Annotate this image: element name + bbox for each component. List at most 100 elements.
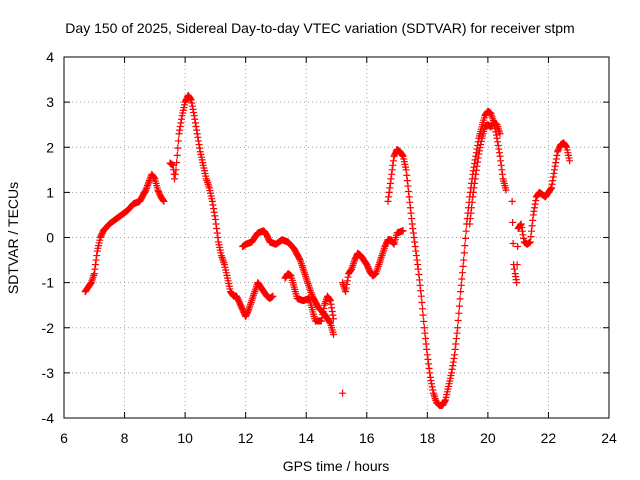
data-point (387, 175, 395, 183)
data-point (144, 181, 152, 189)
data-point (144, 180, 152, 188)
data-point (429, 386, 437, 394)
data-point (529, 211, 537, 219)
data-point (317, 317, 325, 325)
data-point (377, 255, 385, 263)
data-point (318, 314, 326, 322)
data-point (497, 161, 505, 169)
grid (64, 57, 609, 418)
data-point (176, 126, 184, 134)
data-point (91, 265, 99, 273)
data-point (492, 131, 500, 139)
data-point (250, 291, 258, 299)
data-point (456, 295, 464, 303)
data-point (448, 369, 456, 377)
data-point (143, 183, 151, 191)
data-point (474, 154, 482, 162)
data-point (218, 253, 226, 261)
data-point (452, 340, 460, 348)
data-point (403, 177, 411, 185)
x-tick-label: 12 (238, 430, 254, 446)
x-tick-label: 16 (359, 430, 375, 446)
data-point (250, 289, 258, 297)
data-point (220, 259, 228, 267)
data-point (302, 274, 310, 282)
x-tick-labels: 6 8 10 12 14 16 18 20 22 24 (60, 430, 617, 446)
data-point (422, 335, 430, 343)
data-point (551, 162, 559, 170)
data-point (408, 215, 416, 223)
data-point (562, 142, 570, 150)
data-point (213, 229, 221, 237)
data-point (190, 112, 198, 120)
data-point (414, 261, 422, 269)
data-point (142, 185, 150, 193)
data-point (326, 296, 334, 304)
data-point (405, 187, 413, 195)
data-point (389, 157, 397, 165)
data-point (406, 204, 414, 212)
data-point (477, 141, 485, 149)
data-point (472, 166, 480, 174)
data-point (339, 279, 347, 287)
data-point (423, 351, 431, 359)
data-point (389, 239, 397, 247)
x-axis-label: GPS time / hours (283, 458, 390, 474)
data-point (412, 247, 420, 255)
data-point (460, 256, 468, 264)
data-point (431, 393, 439, 401)
data-point (527, 227, 535, 235)
data-point (566, 157, 574, 165)
data-point (375, 259, 383, 267)
data-point (426, 369, 434, 377)
data-point (389, 161, 397, 169)
x-tick-label: 18 (420, 430, 436, 446)
data-point (409, 224, 417, 232)
data-point (298, 261, 306, 269)
data-point (427, 377, 435, 385)
data-point (532, 196, 540, 204)
y-tick-label: 3 (46, 94, 54, 110)
data-point (300, 269, 308, 277)
data-point (339, 389, 347, 397)
data-point (510, 265, 518, 273)
y-tick-labels: -4 -3 -2 -1 0 1 2 3 4 (42, 49, 55, 426)
data-point (477, 137, 485, 145)
y-tick-label: 2 (46, 139, 54, 155)
data-point (441, 397, 449, 405)
data-point (247, 298, 255, 306)
data-point (402, 166, 410, 174)
data-point (145, 178, 153, 186)
data-point (495, 145, 503, 153)
y-tick-label: 0 (46, 230, 54, 246)
data-point (531, 204, 539, 212)
x-tick-label: 10 (177, 430, 193, 446)
x-tick-label: 22 (541, 430, 557, 446)
data-point (244, 307, 252, 315)
data-point (550, 169, 558, 177)
data-point (249, 293, 257, 301)
data-point (466, 220, 474, 228)
data-point (469, 188, 477, 196)
data-point (209, 201, 217, 209)
data-point (247, 300, 255, 308)
data-point (529, 216, 537, 224)
data-point (498, 170, 506, 178)
data-point (498, 166, 506, 174)
data-point (423, 345, 431, 353)
data-point (471, 179, 479, 187)
data-point (93, 252, 101, 260)
data-point (195, 141, 203, 149)
data-point (458, 269, 466, 277)
data-point (420, 317, 428, 325)
data-point (191, 119, 199, 127)
data-point (495, 149, 503, 157)
data-point (430, 391, 438, 399)
y-tick-label: 4 (46, 49, 54, 65)
data-point (455, 309, 463, 317)
data-point (497, 157, 505, 165)
data-point (174, 144, 182, 152)
data-point (177, 119, 185, 127)
data-point (214, 234, 222, 241)
data-point (380, 246, 388, 254)
